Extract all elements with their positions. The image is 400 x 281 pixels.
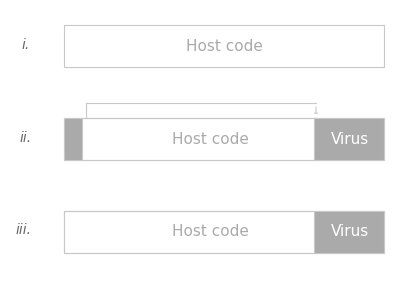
Text: Virus: Virus <box>331 132 369 147</box>
Bar <box>64 118 384 160</box>
Text: Virus: Virus <box>331 224 369 239</box>
Text: i.: i. <box>22 38 30 52</box>
Bar <box>314 211 384 253</box>
Text: Host code: Host code <box>172 224 248 239</box>
Bar <box>64 211 384 253</box>
Text: Host code: Host code <box>186 39 262 54</box>
Text: Host code: Host code <box>172 132 248 147</box>
Bar <box>314 118 384 160</box>
Bar <box>64 118 82 160</box>
Text: ii.: ii. <box>19 131 31 145</box>
Bar <box>64 25 384 67</box>
Bar <box>64 211 384 253</box>
Text: iii.: iii. <box>15 223 31 237</box>
Bar <box>64 118 384 160</box>
